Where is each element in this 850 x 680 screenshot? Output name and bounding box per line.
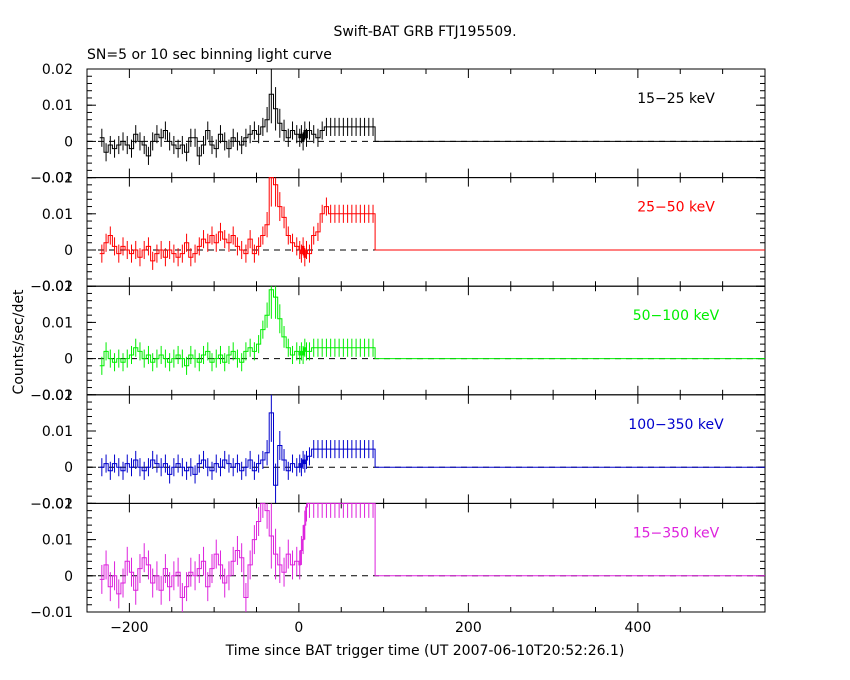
band-label: 50−100 keV [633, 308, 720, 324]
y-tick-label: −0.01 [30, 279, 73, 295]
panels: −0.01 0 0.01 0.02 15−25 keV −0.01 0 0.01 0.02 25−… [30, 62, 766, 636]
x-tick-label: 400 [625, 620, 652, 636]
series-step-line [99, 93, 765, 157]
panel-3: −0.01 0 0.01 0.02 100−350 keV [30, 388, 766, 512]
y-tick-label: −0.01 [30, 171, 73, 187]
band-label: 25−50 keV [637, 200, 715, 216]
y-tick-label: 0.01 [42, 207, 73, 223]
y-tick-label: −0.01 [30, 605, 73, 621]
y-tick-label: 0.01 [42, 98, 73, 114]
chart-subtitle: SN=5 or 10 sec binning light curve [87, 47, 332, 63]
series-step-line [99, 502, 765, 598]
x-axis-label: Time since BAT trigger time (UT 2007-06-… [225, 643, 625, 659]
y-tick-label: 0.02 [42, 496, 73, 512]
band-label: 100−350 keV [628, 417, 724, 433]
x-tick-label: 200 [455, 620, 482, 636]
y-tick-label: 0.02 [42, 388, 73, 404]
series-step-line [99, 412, 765, 486]
panel-frame [86, 502, 766, 613]
y-tick-label: 0 [64, 352, 73, 368]
band-label: 15−25 keV [637, 91, 715, 107]
chart-title: Swift-BAT GRB FTJ195509. [333, 24, 516, 40]
y-tick-label: −0.01 [30, 388, 73, 404]
band-label: 15−350 keV [633, 525, 720, 541]
y-tick-label: 0.02 [42, 171, 73, 187]
y-tick-label: 0.02 [42, 279, 73, 295]
panel-0: −0.01 0 0.01 0.02 15−25 keV [30, 62, 766, 187]
panel-1: −0.01 0 0.01 0.02 25−50 keV [30, 171, 766, 295]
y-tick-label: 0.02 [42, 62, 73, 78]
x-tick-label: −200 [110, 620, 148, 636]
y-tick-label: 0 [64, 134, 73, 150]
panel-frame [86, 68, 766, 179]
panel-4: −0.01 0 0.01 0.02 15−350 keV [30, 496, 766, 621]
panel-frame [86, 285, 766, 396]
x-tick-label: 0 [294, 620, 303, 636]
panel-2: −0.01 0 0.01 0.02 50−100 keV [30, 279, 766, 404]
y-tick-label: 0.01 [42, 315, 73, 331]
y-tick-label: 0 [64, 569, 73, 585]
panel-frame [86, 394, 766, 504]
panel-frame [86, 177, 766, 287]
y-tick-label: 0.01 [42, 424, 73, 440]
y-tick-label: −0.01 [30, 496, 73, 512]
y-tick-label: 0 [64, 460, 73, 476]
y-axis-label: Counts/sec/det [11, 289, 27, 394]
series-step-line [99, 177, 765, 262]
y-tick-label: 0.01 [42, 533, 73, 549]
y-tick-label: 0 [64, 243, 73, 259]
